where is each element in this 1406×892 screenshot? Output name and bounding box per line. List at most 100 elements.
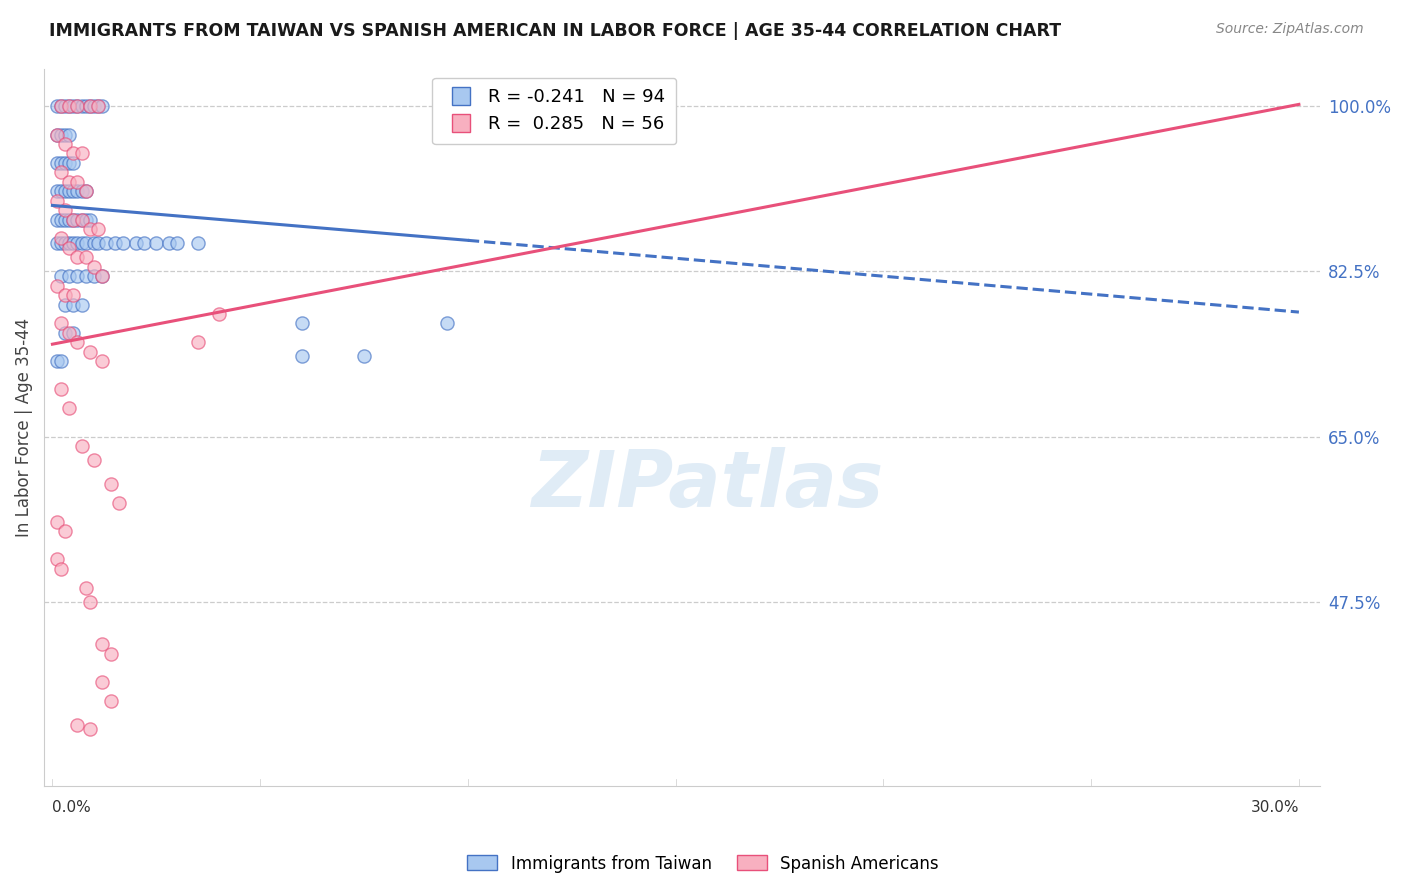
Point bbox=[58, 156, 80, 170]
Point bbox=[45, 156, 67, 170]
Point bbox=[45, 128, 67, 142]
Point bbox=[100, 694, 122, 708]
Point bbox=[207, 307, 229, 321]
Point bbox=[53, 136, 76, 151]
Point bbox=[291, 350, 314, 364]
Point bbox=[66, 717, 89, 731]
Point bbox=[49, 354, 72, 368]
Point bbox=[62, 212, 84, 227]
Point bbox=[62, 184, 84, 198]
Point bbox=[58, 236, 80, 251]
Point bbox=[75, 236, 97, 251]
Point bbox=[53, 212, 76, 227]
Point bbox=[66, 184, 89, 198]
Point bbox=[132, 236, 155, 251]
Point bbox=[62, 326, 84, 340]
Point bbox=[91, 354, 114, 368]
Point bbox=[91, 269, 114, 284]
Point bbox=[58, 99, 80, 113]
Point bbox=[45, 236, 67, 251]
Point bbox=[100, 647, 122, 661]
Point bbox=[53, 288, 76, 302]
Point bbox=[49, 562, 72, 576]
Point bbox=[70, 236, 93, 251]
Point bbox=[66, 175, 89, 189]
Point bbox=[66, 335, 89, 350]
Point bbox=[58, 99, 80, 113]
Point bbox=[66, 99, 89, 113]
Point bbox=[108, 496, 131, 510]
Point bbox=[49, 317, 72, 331]
Point bbox=[49, 99, 72, 113]
Point bbox=[49, 236, 72, 251]
Point bbox=[66, 212, 89, 227]
Text: IMMIGRANTS FROM TAIWAN VS SPANISH AMERICAN IN LABOR FORCE | AGE 35-44 CORRELATIO: IMMIGRANTS FROM TAIWAN VS SPANISH AMERIC… bbox=[49, 22, 1062, 40]
Point bbox=[49, 165, 72, 179]
Point bbox=[53, 184, 76, 198]
Point bbox=[49, 184, 72, 198]
Point bbox=[45, 278, 67, 293]
Point bbox=[83, 236, 105, 251]
Point bbox=[70, 439, 93, 453]
Point bbox=[75, 581, 97, 595]
Point bbox=[53, 128, 76, 142]
Point bbox=[75, 269, 97, 284]
Y-axis label: In Labor Force | Age 35-44: In Labor Force | Age 35-44 bbox=[15, 318, 32, 537]
Point bbox=[187, 335, 209, 350]
Point bbox=[66, 236, 89, 251]
Point bbox=[62, 99, 84, 113]
Point bbox=[75, 99, 97, 113]
Point bbox=[187, 236, 209, 251]
Point bbox=[66, 269, 89, 284]
Point bbox=[62, 288, 84, 302]
Text: 0.0%: 0.0% bbox=[52, 800, 91, 815]
Point bbox=[83, 269, 105, 284]
Point bbox=[66, 250, 89, 264]
Text: 30.0%: 30.0% bbox=[1250, 800, 1299, 815]
Legend: Immigrants from Taiwan, Spanish Americans: Immigrants from Taiwan, Spanish American… bbox=[461, 848, 945, 880]
Point bbox=[49, 383, 72, 397]
Text: ZIPatlas: ZIPatlas bbox=[531, 447, 883, 523]
Point bbox=[62, 146, 84, 161]
Point bbox=[58, 241, 80, 255]
Point bbox=[96, 236, 118, 251]
Point bbox=[79, 99, 101, 113]
Point bbox=[49, 156, 72, 170]
Point bbox=[70, 184, 93, 198]
Point bbox=[49, 99, 72, 113]
Point bbox=[49, 231, 72, 245]
Point bbox=[87, 99, 110, 113]
Point bbox=[87, 222, 110, 236]
Point bbox=[58, 326, 80, 340]
Point bbox=[53, 326, 76, 340]
Point bbox=[87, 236, 110, 251]
Point bbox=[45, 552, 67, 566]
Point bbox=[53, 203, 76, 218]
Point bbox=[62, 236, 84, 251]
Point bbox=[75, 184, 97, 198]
Point bbox=[91, 99, 114, 113]
Point bbox=[75, 212, 97, 227]
Point bbox=[45, 515, 67, 529]
Point bbox=[75, 184, 97, 198]
Point bbox=[53, 236, 76, 251]
Point bbox=[45, 99, 67, 113]
Point bbox=[49, 128, 72, 142]
Point bbox=[66, 99, 89, 113]
Point bbox=[79, 723, 101, 737]
Point bbox=[166, 236, 188, 251]
Text: Source: ZipAtlas.com: Source: ZipAtlas.com bbox=[1216, 22, 1364, 37]
Point bbox=[70, 146, 93, 161]
Point bbox=[62, 156, 84, 170]
Point bbox=[53, 99, 76, 113]
Point bbox=[436, 317, 458, 331]
Point bbox=[83, 260, 105, 274]
Point bbox=[145, 236, 167, 251]
Point bbox=[58, 184, 80, 198]
Point bbox=[62, 212, 84, 227]
Point bbox=[58, 269, 80, 284]
Point bbox=[79, 99, 101, 113]
Point bbox=[53, 524, 76, 538]
Point bbox=[291, 317, 314, 331]
Point bbox=[353, 350, 375, 364]
